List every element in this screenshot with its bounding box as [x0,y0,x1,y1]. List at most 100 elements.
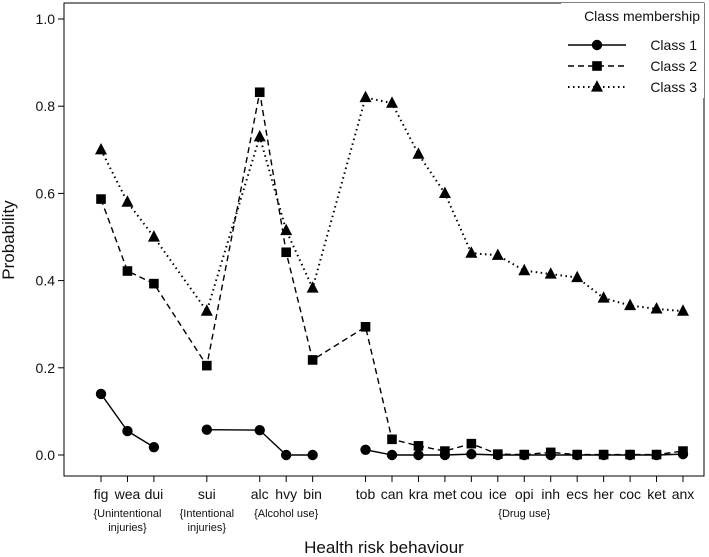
legend-label: Class 1 [650,37,697,53]
series-class-1 [95,388,689,461]
data-point-triangle [491,248,504,260]
data-point-square [440,446,450,456]
data-point-triangle [359,90,372,103]
group-label: {Drug use} [498,508,550,520]
data-point-triangle [306,281,319,293]
x-tick-label: tob [356,486,376,502]
series-layer [95,87,689,461]
x-tick-label: hvy [275,486,297,502]
data-point-triangle [386,96,398,108]
y-tick-label: 0.0 [36,447,56,463]
data-point-triangle [465,246,478,258]
data-point-circle [148,441,160,453]
data-point-square [519,449,530,460]
plot-frame [63,2,705,477]
data-point-square [387,434,397,445]
data-point-square [254,87,265,98]
x-tick-label: opi [515,486,534,502]
data-point-circle [386,449,398,461]
y-tick-label: 1.0 [36,11,56,27]
data-point-square [678,446,688,456]
x-tick-label: ecs [566,486,588,502]
data-point-triangle [544,267,557,279]
data-point-triangle [591,80,603,92]
legend-label: Class 3 [650,79,697,95]
data-point-square [466,438,477,449]
x-axis-title: Health risk behaviour [304,538,464,557]
y-axis: 0.0 0.2 0.4 0.6 0.8 1.0 [36,11,64,463]
data-point-triangle [253,129,266,142]
data-point-square [493,449,503,459]
x-tick-label: ice [489,486,507,502]
data-point-square [122,266,133,276]
x-tick-label: sui [198,486,216,502]
data-point-triangle [121,195,134,207]
y-axis-title: Probability [0,200,18,280]
x-tick-label: dui [145,486,164,502]
y-tick-label: 0.6 [36,185,56,201]
x-tick-label: coc [619,486,641,502]
data-point-triangle [624,298,637,311]
data-point-triangle [571,270,584,283]
data-point-circle [201,424,213,435]
data-point-circle [413,449,424,461]
y-tick-label: 0.8 [36,98,56,114]
legend-title: Class membership [584,8,700,24]
data-point-square [202,360,212,371]
data-point-square [307,355,318,365]
x-tick-label: cou [460,486,483,502]
data-point-triangle [438,186,451,199]
group-label: {Unintentional [94,508,162,520]
data-point-triangle [650,302,663,314]
data-point-square [545,447,556,458]
data-point-square [625,449,635,460]
legend-box [561,3,704,98]
data-point-triangle [147,230,160,242]
series-class-2 [96,87,688,460]
data-point-circle [360,444,371,455]
x-tick-label: her [594,486,615,502]
data-point-triangle [677,304,689,316]
data-point-triangle [597,291,610,303]
data-point-square [572,449,582,460]
group-label: {Intentional [180,508,234,520]
legend-label: Class 2 [650,58,697,74]
category-group-labels: {Unintentional injuries} {Intentional injur… [94,508,551,534]
data-point-circle [254,424,265,436]
data-point-circle [122,425,133,437]
x-tick-label: bin [303,486,322,502]
group-label: injuries} [108,522,147,534]
data-point-triangle [280,223,293,236]
data-point-triangle [200,304,213,316]
data-point-circle [591,39,603,51]
x-tick-label: inh [541,486,560,502]
x-tick-label: met [433,486,456,502]
x-tick-label: wea [114,486,141,502]
data-point-square [149,278,159,289]
data-point-square [592,61,602,71]
data-point-square [651,449,662,460]
data-point-square [281,247,291,258]
series-line [100,393,155,448]
group-label: injuries} [188,522,227,534]
data-point-triangle [412,147,425,159]
series-line [100,96,684,314]
legend: Class membership Class 1 Class 2 Class 3 [561,3,704,98]
data-point-square [360,322,371,332]
data-point-circle [280,449,292,461]
y-tick-label: 0.2 [36,360,56,376]
series-class-3 [95,90,689,316]
data-point-circle [307,449,318,461]
data-point-square [598,449,609,460]
x-tick-label: fig [94,486,109,502]
data-point-triangle [95,142,107,155]
series-line [206,429,313,456]
group-label: {Alcohol use} [254,508,319,520]
y-tick-label: 0.4 [36,273,56,289]
data-point-circle [466,448,477,460]
data-point-triangle [518,263,531,276]
series-line [100,92,684,456]
data-point-square [96,194,106,204]
x-tick-label: alc [251,486,269,502]
